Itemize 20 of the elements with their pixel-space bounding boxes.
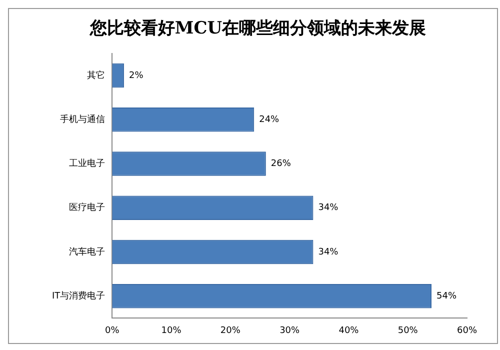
chart-title: 您比较看好MCU在哪些细分领域的未来发展	[88, 18, 426, 39]
x-tick-label: 20%	[220, 326, 241, 336]
data-label: 34%	[318, 247, 339, 258]
y-tick-label: 医疗电子	[69, 202, 106, 214]
y-tick-label: 汽车电子	[69, 246, 106, 258]
data-label: 26%	[270, 159, 292, 170]
x-tick-label: 50%	[398, 326, 418, 336]
y-tick-label: 其它	[87, 70, 106, 81]
x-tick-label: 0%	[105, 326, 120, 336]
x-tick-label: 40%	[338, 326, 360, 336]
y-tick-label: 工业电子	[69, 158, 106, 170]
y-tick-label: 手机与通信	[60, 114, 106, 125]
data-label: 34%	[318, 203, 339, 214]
data-label: 24%	[259, 114, 280, 125]
y-tick-label: IT与消费电子	[52, 290, 106, 302]
x-tick-label: 60%	[456, 326, 478, 336]
data-label: 54%	[436, 291, 457, 302]
x-tick-label: 10%	[161, 326, 182, 336]
data-label: 2%	[128, 70, 144, 81]
x-tick-label: 30%	[280, 326, 300, 336]
